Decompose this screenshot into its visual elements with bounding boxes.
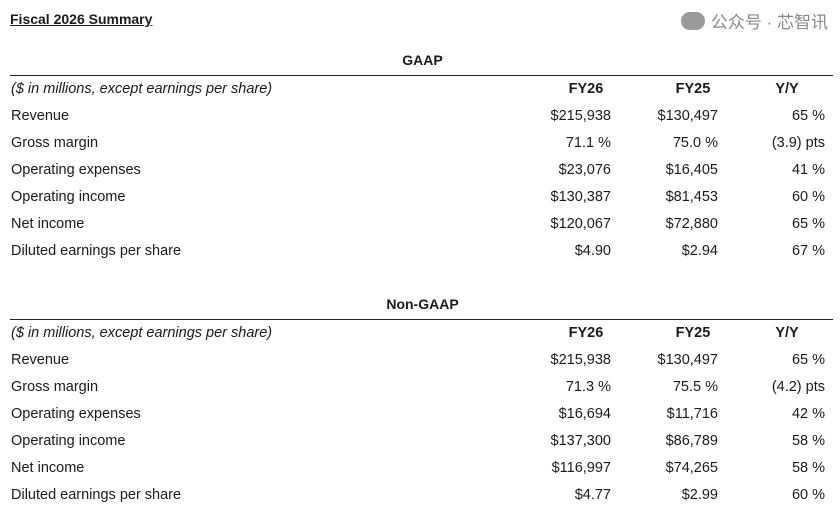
fy26-value: $23,076 [558,162,611,178]
watermark-text: 公众号 · 芯智讯 [710,13,828,32]
table-row: Diluted earnings per share $4.77 $2.99 60 % [10,482,833,509]
col-fy25: FY25 [675,81,711,97]
row-label: Operating income [11,189,126,205]
fy26-value: $137,300 [550,433,611,449]
fy25-value: $130,497 [657,352,718,368]
yy-change: 67 % [791,243,825,259]
table-row: Gross margin 71.1 % 75.0 % (3.9) pts [10,130,833,157]
col-yy: Y/Y [775,325,799,341]
yy-change: 60 % [791,189,825,205]
section-non-gaap: Non-GAAP ($ in millions, except earnings … [10,296,833,509]
fy25-value: $72,880 [665,216,718,232]
header-row: ($ in millions, except earnings per shar… [10,76,833,103]
divider [10,75,833,76]
yy-change: 58 % [791,433,825,449]
fy25-value: 75.5 % [672,379,718,395]
fy26-value: $4.90 [574,243,611,259]
yy-change: (4.2) pts [771,379,825,395]
yy-change: 41 % [791,162,825,178]
fy26-value: 71.1 % [565,135,611,151]
row-label: Revenue [11,108,70,124]
fy25-value: $16,405 [665,162,718,178]
yy-change: (3.9) pts [771,135,825,151]
table-row: Revenue $215,938 $130,497 65 % [10,103,833,130]
fy25-value: 75.0 % [672,135,718,151]
table-row: Operating income $137,300 $86,789 58 % [10,428,833,455]
units-note: ($ in millions, except earnings per shar… [11,325,273,341]
header-row: ($ in millions, except earnings per shar… [10,320,833,347]
section-gaap: GAAP ($ in millions, except earnings per … [10,52,833,265]
fy26-value: $215,938 [550,352,611,368]
table-row: Net income $120,067 $72,880 65 % [10,211,833,238]
row-label: Operating expenses [11,162,141,178]
table-row: Net income $116,997 $74,265 58 % [10,455,833,482]
fy26-value: 71.3 % [565,379,611,395]
section-title: Non-GAAP [386,296,459,312]
fy26-value: $130,387 [550,189,611,205]
yy-change: 65 % [791,216,825,232]
fy26-value: $16,694 [558,406,611,422]
row-label: Revenue [11,352,70,368]
yy-change: 65 % [791,352,825,368]
col-fy26: FY26 [568,325,604,341]
table-row: Operating expenses $23,076 $16,405 41 % [10,157,833,184]
yy-change: 42 % [791,406,825,422]
row-label: Net income [11,460,85,476]
row-label: Net income [11,216,85,232]
fy26-value: $4.77 [574,487,611,503]
row-label: Operating income [11,433,126,449]
fy25-value: $74,265 [665,460,718,476]
watermark: 公众号 · 芯智讯 [680,8,828,33]
table-row: Revenue $215,938 $130,497 65 % [10,347,833,374]
fy26-value: $116,997 [551,460,611,476]
row-label: Diluted earnings per share [11,243,182,259]
fy26-value: $120,067 [550,216,611,232]
table-row: Gross margin 71.3 % 75.5 % (4.2) pts [10,374,833,401]
row-label: Operating expenses [11,406,141,422]
col-yy: Y/Y [775,81,799,97]
row-label: Gross margin [11,135,99,151]
row-label: Gross margin [11,379,99,395]
divider [10,319,833,320]
col-fy25: FY25 [675,325,711,341]
table-row: Operating income $130,387 $81,453 60 % [10,184,833,211]
section-title: GAAP [402,52,443,68]
yy-change: 58 % [791,460,825,476]
fy26-value: $215,938 [550,108,611,124]
yy-change: 65 % [791,108,825,124]
table-row: Operating expenses $16,694 $11,716 42 % [10,401,833,428]
col-fy26: FY26 [568,81,604,97]
fy25-value: $2.94 [681,243,718,259]
units-note: ($ in millions, except earnings per shar… [11,81,273,97]
fy25-value: $81,453 [665,189,718,205]
yy-change: 60 % [791,487,825,503]
fy25-value: $86,789 [665,433,718,449]
table-row: Diluted earnings per share $4.90 $2.94 67 % [10,238,833,265]
page-title: Fiscal 2026 Summary [10,11,153,27]
fy25-value: $11,716 [666,406,718,422]
wechat-icon [680,11,705,30]
fy25-value: $2.99 [681,487,718,503]
fy25-value: $130,497 [657,108,718,124]
row-label: Diluted earnings per share [11,487,182,503]
